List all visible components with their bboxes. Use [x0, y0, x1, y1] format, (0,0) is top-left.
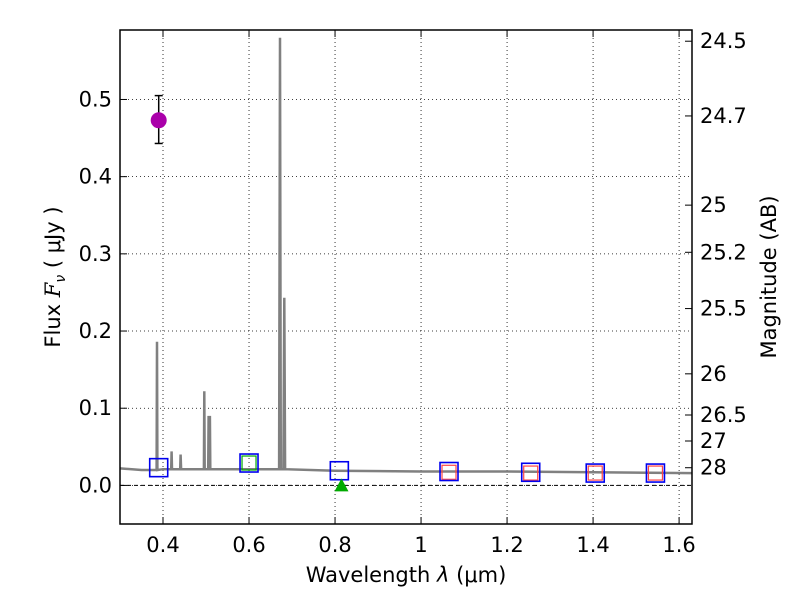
- y-tick-label: 0.4: [79, 165, 112, 189]
- model-photometry-square: [439, 461, 459, 482]
- model-photometry-square: [645, 463, 666, 483]
- y2-tick-label: 25.5: [700, 297, 747, 321]
- plot-frame: [119, 29, 693, 525]
- x-tick-label: 1.6: [662, 533, 695, 557]
- y-axis-title-prefix: Flux: [41, 297, 65, 347]
- model-photometry-square: [239, 453, 259, 473]
- x-axis-title-prefix: Wavelength: [306, 563, 437, 587]
- y-axis-title-unit: ( μJy ): [41, 206, 65, 274]
- y-axis-title-subscript: ν: [53, 275, 69, 283]
- y2-tick-label: 26: [700, 362, 727, 386]
- x-axis-title: Wavelength λ (μm): [306, 563, 507, 587]
- y-axis-title-symbol: F: [41, 281, 65, 298]
- model-photometry-square: [520, 462, 541, 483]
- x-axis-title-unit: (μm): [449, 563, 506, 587]
- inner-marker: [441, 464, 457, 480]
- y-tick-label: 0.0: [79, 473, 112, 497]
- y2-tick-label: 28: [700, 456, 727, 480]
- y-tick-label: 0.5: [79, 87, 112, 111]
- x-axis-title-symbol: λ: [436, 563, 449, 587]
- axis-ticks: 0.4 0.6 0.8 1 1.2 1.4 1.6 0.0 0.1 0.2 0.3 0.4 0.5 24.…: [79, 29, 747, 557]
- x-tick-label: 1.2: [490, 533, 523, 557]
- model-photometry-square: [329, 460, 350, 481]
- y-axis-title: Flux Fν ( μJy ): [41, 206, 69, 347]
- upper-limit-triangle: [334, 478, 349, 492]
- y2-axis-title: Magnitude (AB): [757, 195, 781, 358]
- y2-tick-label: 24.5: [700, 29, 747, 53]
- y2-tick-label: 26.5: [700, 403, 747, 427]
- y-tick-label: 0.3: [79, 242, 112, 266]
- y2-tick-label: 25.2: [700, 240, 747, 264]
- inner-marker: [241, 455, 257, 471]
- y-tick-label: 0.2: [79, 319, 112, 343]
- y-tick-label: 0.1: [79, 396, 112, 420]
- y2-tick-label: 27: [700, 429, 727, 453]
- inner-marker: [587, 465, 603, 481]
- y2-tick-label: 24.7: [700, 104, 747, 128]
- inner-marker: [647, 465, 664, 481]
- data-markers: [148, 94, 666, 492]
- model-spectrum-line: [119, 37, 693, 475]
- x-tick-label: 1: [414, 533, 427, 557]
- x-tick-label: 1.4: [576, 533, 609, 557]
- model-photometry-square: [148, 457, 169, 478]
- x-tick-label: 0.6: [232, 533, 265, 557]
- inner-marker: [523, 465, 539, 481]
- detection-point: [150, 112, 167, 129]
- x-tick-label: 0.4: [146, 533, 179, 557]
- x-tick-label: 0.8: [318, 533, 351, 557]
- y2-tick-label: 25: [700, 193, 727, 217]
- model-photometry-square: [585, 463, 606, 483]
